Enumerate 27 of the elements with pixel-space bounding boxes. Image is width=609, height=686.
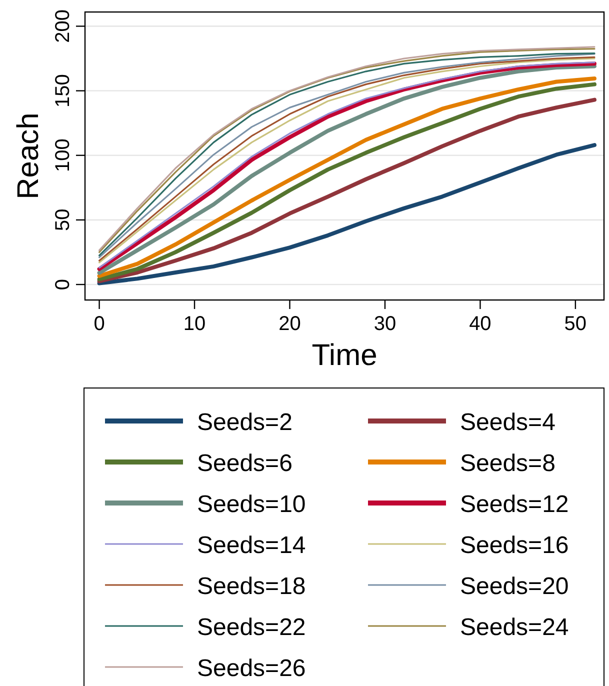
x-tick-label: 30 xyxy=(374,313,396,335)
legend-label: Seeds=4 xyxy=(460,409,556,436)
line-series xyxy=(97,143,596,286)
legend-label: Seeds=22 xyxy=(197,614,306,641)
x-tick-label: 10 xyxy=(183,313,206,335)
legend-label: Seeds=14 xyxy=(197,532,306,559)
y-tick-label: 150 xyxy=(52,74,74,108)
y-tick-label: 0 xyxy=(52,278,74,290)
legend-label: Seeds=20 xyxy=(460,573,569,600)
y-axis-title: Reach xyxy=(12,112,45,200)
legend-label: Seeds=12 xyxy=(460,491,569,518)
y-tick-label: 100 xyxy=(52,138,74,172)
x-tick-label: 40 xyxy=(469,313,492,335)
y-tick-label: 200 xyxy=(52,10,74,43)
legend-label: Seeds=16 xyxy=(460,532,569,559)
legend-label: Seeds=2 xyxy=(197,409,292,436)
legend-label: Seeds=8 xyxy=(460,450,556,477)
legend-label: Seeds=6 xyxy=(197,450,292,477)
x-tick-label: 0 xyxy=(94,313,105,335)
legend-label: Seeds=10 xyxy=(197,491,306,518)
x-tick-label: 50 xyxy=(564,313,587,335)
legend-label: Seeds=24 xyxy=(460,614,569,641)
x-axis-title: Time xyxy=(312,339,378,372)
legend-label: Seeds=26 xyxy=(197,655,306,682)
y-tick-label: 50 xyxy=(52,208,74,232)
x-tick-label: 20 xyxy=(278,313,301,335)
legend-label: Seeds=18 xyxy=(197,573,306,600)
